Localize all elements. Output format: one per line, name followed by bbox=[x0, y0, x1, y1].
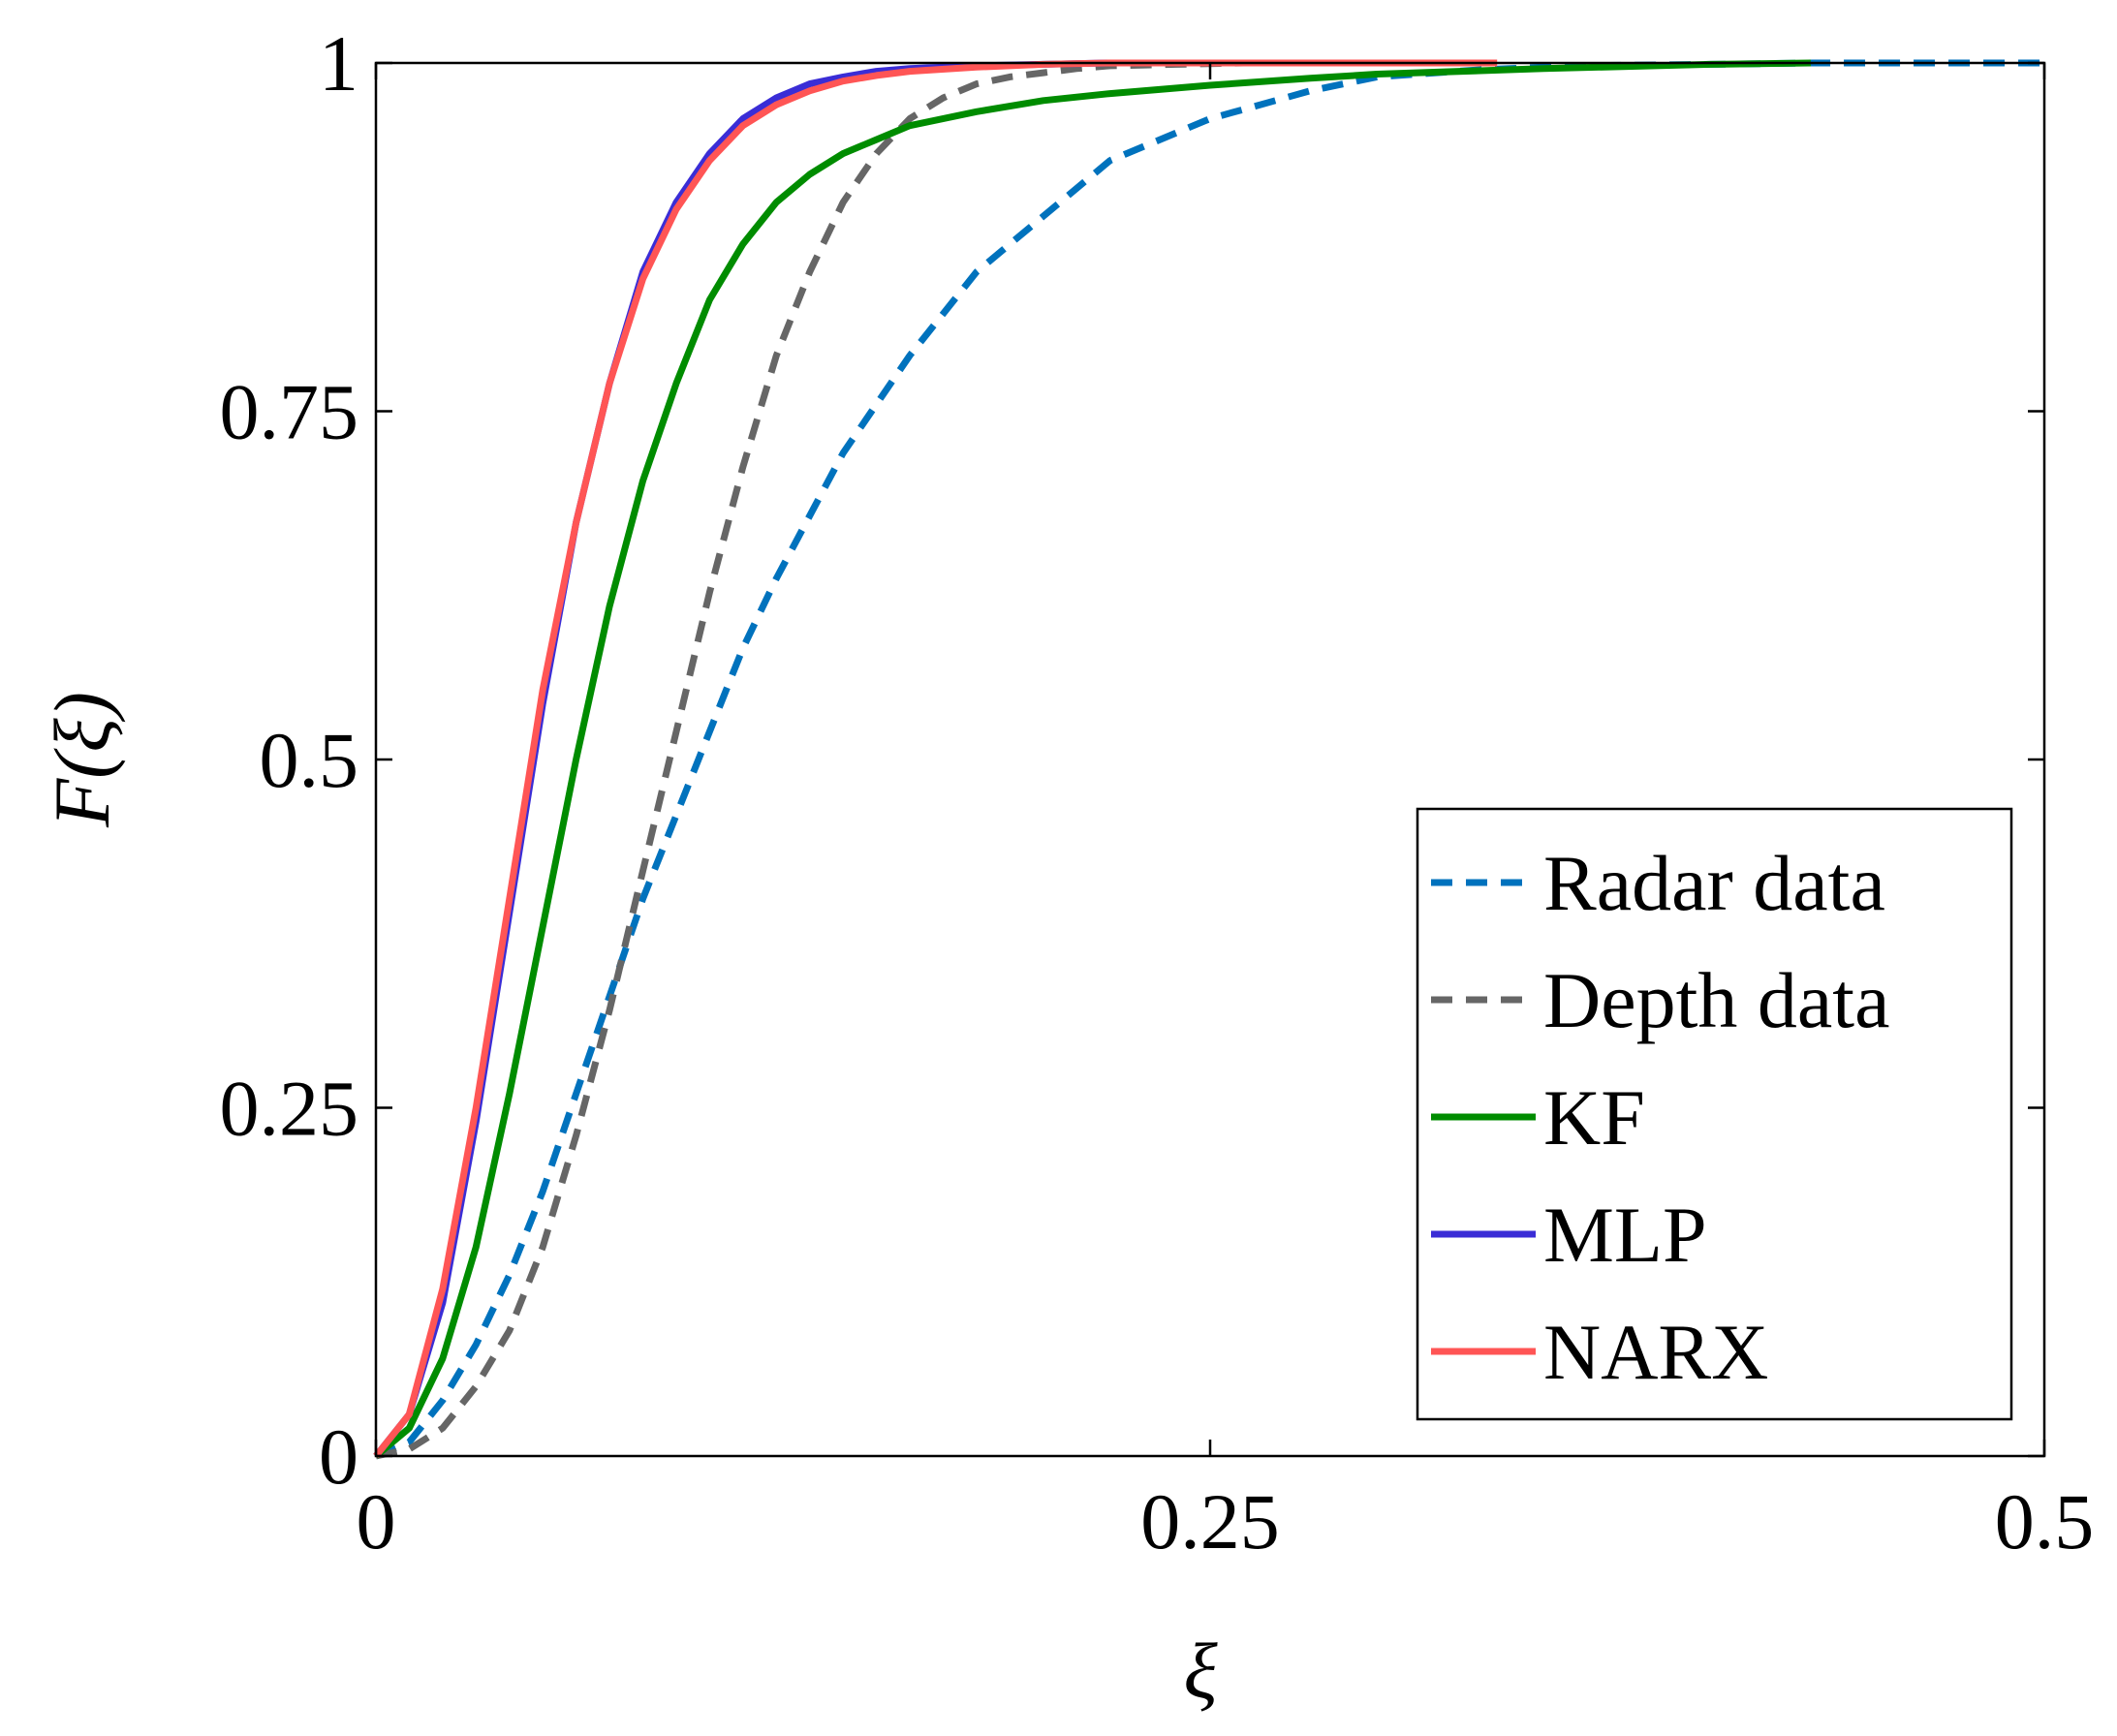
x-tick-label: 0.25 bbox=[1140, 1477, 1280, 1566]
legend-label-depth-data: Depth data bbox=[1543, 956, 1889, 1044]
legend-label-radar-data: Radar data bbox=[1543, 839, 1885, 927]
y-tick-label: 0 bbox=[319, 1412, 358, 1501]
legend-label-kf: KF bbox=[1543, 1073, 1645, 1162]
x-tick-label: 0.5 bbox=[1995, 1477, 2095, 1566]
legend-label-mlp: MLP bbox=[1543, 1191, 1707, 1279]
legend-label-narx: NARX bbox=[1543, 1308, 1768, 1396]
x-tick-label: 0 bbox=[357, 1477, 396, 1566]
legend: Radar data Depth data KF MLP NARX bbox=[1416, 807, 2013, 1421]
y-tick-label: 0.25 bbox=[220, 1065, 359, 1153]
y-tick-label: 1 bbox=[319, 19, 358, 108]
y-tick-label: 0.5 bbox=[260, 716, 359, 804]
y-axis-label: F(ξ) bbox=[38, 692, 126, 828]
series-line-kf bbox=[373, 59, 1811, 1459]
y-tick-label: 0.75 bbox=[220, 368, 359, 456]
axes-layer: 0 0.25 0.5 0 0.25 0.5 0.75 1 ξ F(ξ) bbox=[38, 19, 2094, 1715]
x-axis-label: ξ bbox=[1183, 1627, 1218, 1715]
